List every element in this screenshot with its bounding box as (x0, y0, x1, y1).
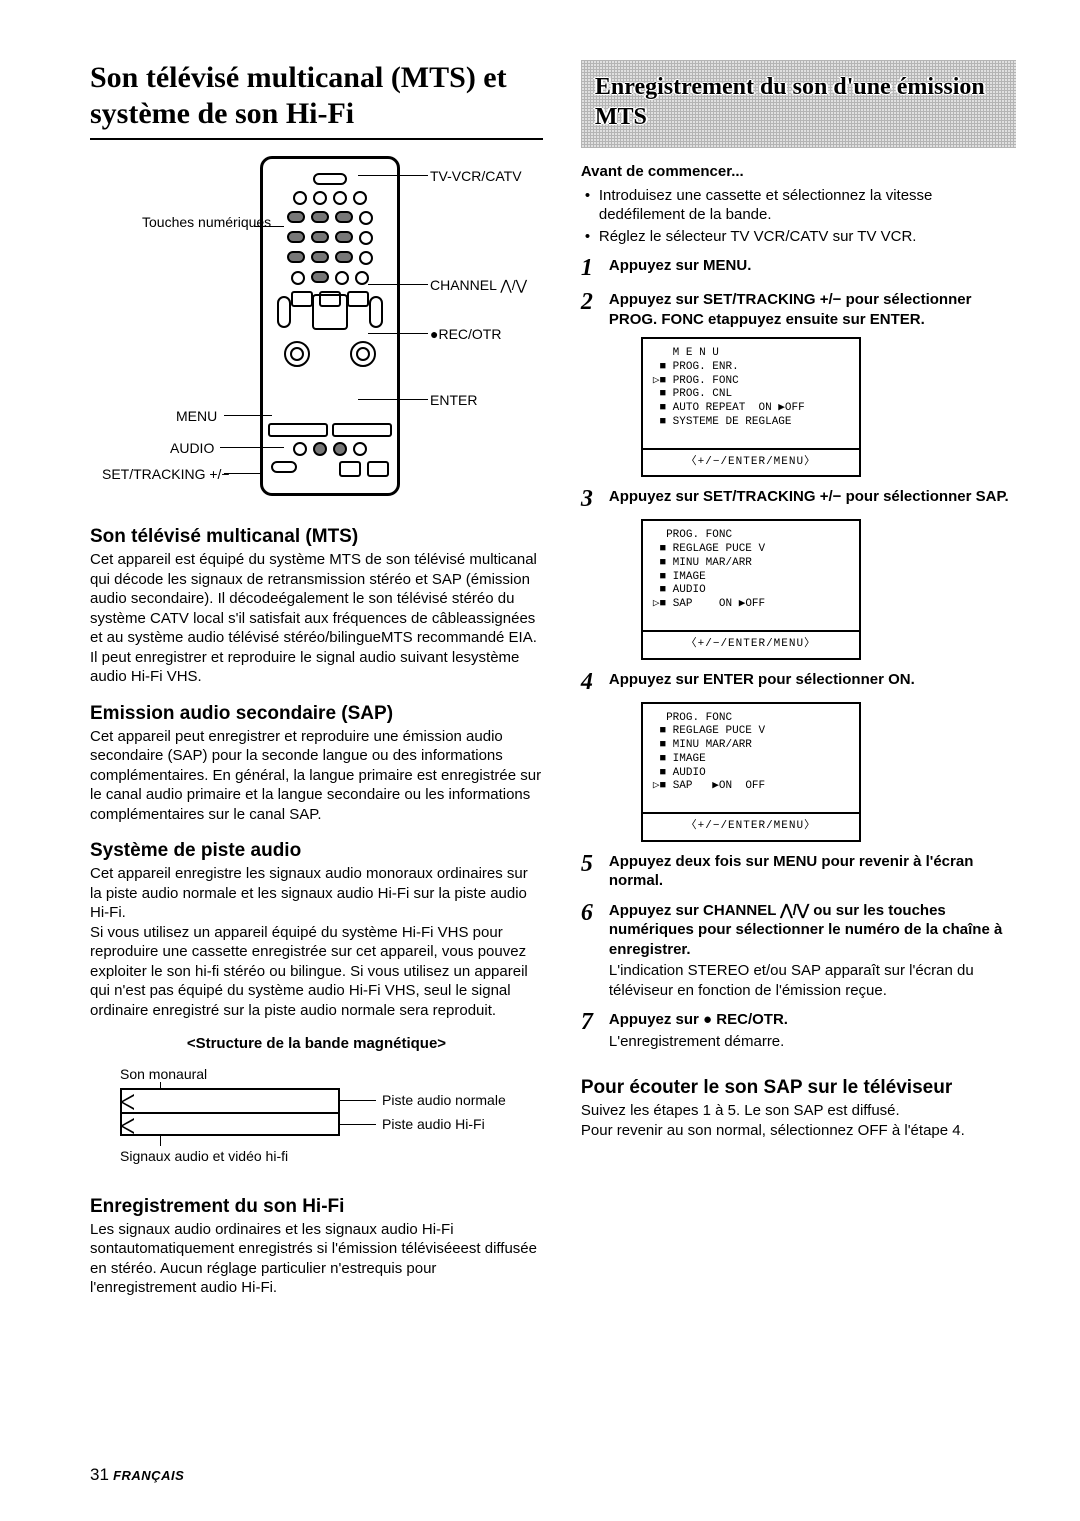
heading-hifi-rec: Enregistrement du son Hi-Fi (90, 1196, 543, 1218)
page-footer: 31 FRANÇAIS (90, 1465, 184, 1485)
before-heading: Avant de commencer... (581, 162, 1016, 182)
step-number: 7 (581, 1010, 609, 1051)
step-number: 4 (581, 670, 609, 694)
osd-footer: 〈+/−/ENTER/MENU〉 (643, 448, 859, 476)
step-number: 3 (581, 487, 609, 511)
tape-label-bottom: Signaux audio et vidéo hi-fi (120, 1148, 288, 1164)
osd-footer: 〈+/−/ENTER/MENU〉 (643, 812, 859, 840)
step-text: L'enregistrement démarre. (609, 1032, 1016, 1052)
remote-diagram: TV-VCR/CATV CHANNEL ⋀/⋁ ●REC/OTR ENTER T… (90, 150, 543, 510)
label-recotr: ●REC/OTR (430, 326, 501, 342)
step-title: Appuyez sur CHANNEL ⋀/⋁ ou sur les touch… (609, 901, 1016, 960)
page-title: Son télévisé multicanal (MTS) et système… (90, 60, 543, 140)
tape-label-top: Son monaural (120, 1066, 207, 1082)
step-number: 2 (581, 290, 609, 329)
text: Pour revenir au son normal, sélectionnez… (581, 1121, 1016, 1141)
osd-screen: M E N U ■ PROG. ENR. ▷■ PROG. FONC ■ PRO… (641, 337, 861, 477)
label-audio: AUDIO (170, 440, 214, 456)
heading-sap: Emission audio secondaire (SAP) (90, 703, 543, 725)
heading-listen-sap: Pour écouter le son SAP sur le téléviseu… (581, 1077, 1016, 1099)
osd-footer: 〈+/−/ENTER/MENU〉 (643, 630, 859, 658)
osd-screen: PROG. FONC ■ REGLAGE PUCE V ■ MINU MAR/A… (641, 702, 861, 842)
osd-screen: PROG. FONC ■ REGLAGE PUCE V ■ MINU MAR/A… (641, 519, 861, 659)
tape-diagram: Son monaural Piste audio normale Piste a… (90, 1060, 543, 1180)
page-language: FRANÇAIS (113, 1468, 184, 1483)
step-title: Appuyez sur SET/TRACKING +/− pour sélect… (609, 487, 1016, 507)
step-title: Appuyez deux fois sur MENU pour revenir … (609, 852, 1016, 891)
step-title: Appuyez sur ● REC/OTR. (609, 1010, 1016, 1030)
label-enter: ENTER (430, 392, 477, 408)
text: Les signaux audio ordinaires et les sign… (90, 1220, 543, 1298)
text: Cet appareil est équipé du système MTS d… (90, 550, 543, 648)
osd-content: PROG. FONC ■ REGLAGE PUCE V ■ MINU MAR/A… (643, 521, 859, 630)
step-title: Appuyez sur SET/TRACKING +/− pour sélect… (609, 290, 1016, 329)
bullet: Réglez le sélecteur TV VCR/CATV sur TV V… (581, 227, 1016, 247)
bullet: Introduisez une cassette et sélectionnez… (581, 186, 1016, 225)
text: Cet appareil enregistre les signaux audi… (90, 864, 543, 923)
label-channel: CHANNEL ⋀/⋁ (430, 277, 527, 294)
step-text: L'indication STEREO et/ou SAP apparaît s… (609, 961, 1016, 1000)
label-numeric: Touches numériques (142, 214, 252, 230)
text: Il peut enregistrer et reproduire le sig… (90, 648, 543, 687)
text: Suivez les étapes 1 à 5. Le son SAP est … (581, 1101, 1016, 1121)
banner-title: Enregistrement du son d'une émission MTS (595, 72, 1002, 132)
label-tvvcr: TV-VCR/CATV (430, 168, 522, 184)
section-banner: Enregistrement du son d'une émission MTS (581, 60, 1016, 148)
step-title: Appuyez sur ENTER pour sélectionner ON. (609, 670, 1016, 690)
step-number: 1 (581, 256, 609, 280)
heading-track-system: Système de piste audio (90, 840, 543, 862)
text: Si vous utilisez un appareil équipé du s… (90, 923, 543, 1021)
heading-mts: Son télévisé multicanal (MTS) (90, 526, 543, 548)
tape-label-hifi: Piste audio Hi-Fi (382, 1116, 485, 1132)
step-number: 5 (581, 852, 609, 891)
step-title: Appuyez sur MENU. (609, 256, 1016, 276)
text: Cet appareil peut enregistrer et reprodu… (90, 727, 543, 825)
tape-label-normal: Piste audio normale (382, 1092, 506, 1108)
step-number: 6 (581, 901, 609, 1001)
osd-content: PROG. FONC ■ REGLAGE PUCE V ■ MINU MAR/A… (643, 704, 859, 813)
label-settracking: SET/TRACKING +/− (102, 466, 252, 482)
label-menu: MENU (176, 408, 217, 424)
tape-title: <Structure de la bande magnétique> (90, 1034, 543, 1054)
osd-content: M E N U ■ PROG. ENR. ▷■ PROG. FONC ■ PRO… (643, 339, 859, 448)
page-number: 31 (90, 1465, 109, 1484)
